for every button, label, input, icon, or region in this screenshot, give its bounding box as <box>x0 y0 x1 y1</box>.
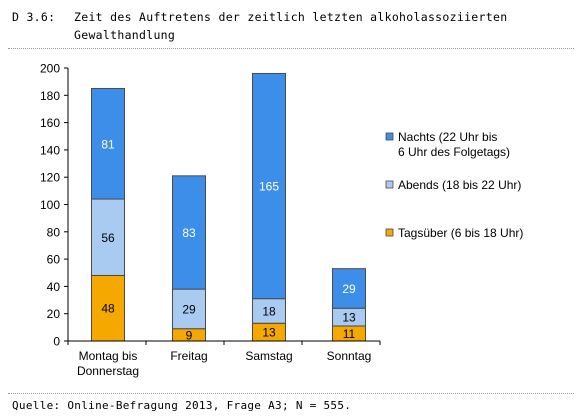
data-label: 29 <box>182 302 196 316</box>
legend-swatch <box>385 228 394 237</box>
y-tick-label: 120 <box>40 171 60 185</box>
y-tick-label: 180 <box>40 89 60 103</box>
data-label: 9 <box>186 328 193 342</box>
data-label: 56 <box>101 231 115 245</box>
figure-number: D 3.6: <box>12 10 56 24</box>
bar-segment <box>252 298 286 324</box>
x-tick-label: Donnerstag <box>77 364 139 378</box>
y-tick-label: 100 <box>40 198 60 212</box>
legend-label: Abends (18 bis 22 Uhr) <box>398 178 521 192</box>
x-tick-label: Samstag <box>245 349 292 363</box>
axes-layer: 0 20 40 60 80 100 120 140 160 180 200 Montag bisDon… <box>40 62 381 378</box>
bars-layer: 48 56 81 9 29 83 13 18 165 11 13 29 <box>91 72 366 342</box>
data-label: 11 <box>343 327 356 341</box>
x-tick-label: Montag bis <box>79 349 138 363</box>
data-label: 83 <box>182 226 196 240</box>
x-tick-label: Freitag <box>170 349 207 363</box>
y-tick-label: 40 <box>47 280 61 294</box>
top-divider <box>8 48 574 49</box>
bar-segment <box>172 288 206 330</box>
data-label: 81 <box>101 137 115 151</box>
data-label: 13 <box>262 326 276 340</box>
legend-label: Nachts (22 Uhr bis <box>398 130 497 144</box>
bar-segment <box>172 175 206 290</box>
bottom-divider <box>8 393 574 394</box>
y-tick-label: 140 <box>40 143 60 157</box>
data-label: 48 <box>101 302 115 316</box>
bar-segment <box>91 87 125 200</box>
chart-title: Zeit des Auftretens der zeitlich letzten… <box>74 10 508 42</box>
legend-swatch <box>385 180 394 189</box>
y-tick-label: 20 <box>47 307 61 321</box>
legend-swatch <box>385 132 394 141</box>
data-label: 13 <box>342 311 356 325</box>
source-note: Quelle: Online-Befragung 2013, Frage A3;… <box>12 399 352 412</box>
y-tick-label: 0 <box>53 335 60 349</box>
x-tick-label: Sonntag <box>327 349 372 363</box>
data-label: 18 <box>262 304 276 318</box>
bar-segment <box>91 274 125 342</box>
legend-label: Tagsüber (6 bis 18 Uhr) <box>398 226 523 240</box>
legend-label: 6 Uhr des Folgetags) <box>398 145 510 159</box>
y-tick-label: 80 <box>47 225 61 239</box>
data-label: 165 <box>259 180 279 194</box>
bar-segment <box>332 268 366 309</box>
data-label: 29 <box>342 282 356 296</box>
y-tick-label: 160 <box>40 116 60 130</box>
y-tick-label: 60 <box>47 253 61 267</box>
y-tick-label: 200 <box>40 62 60 76</box>
bar-segment <box>252 72 286 300</box>
